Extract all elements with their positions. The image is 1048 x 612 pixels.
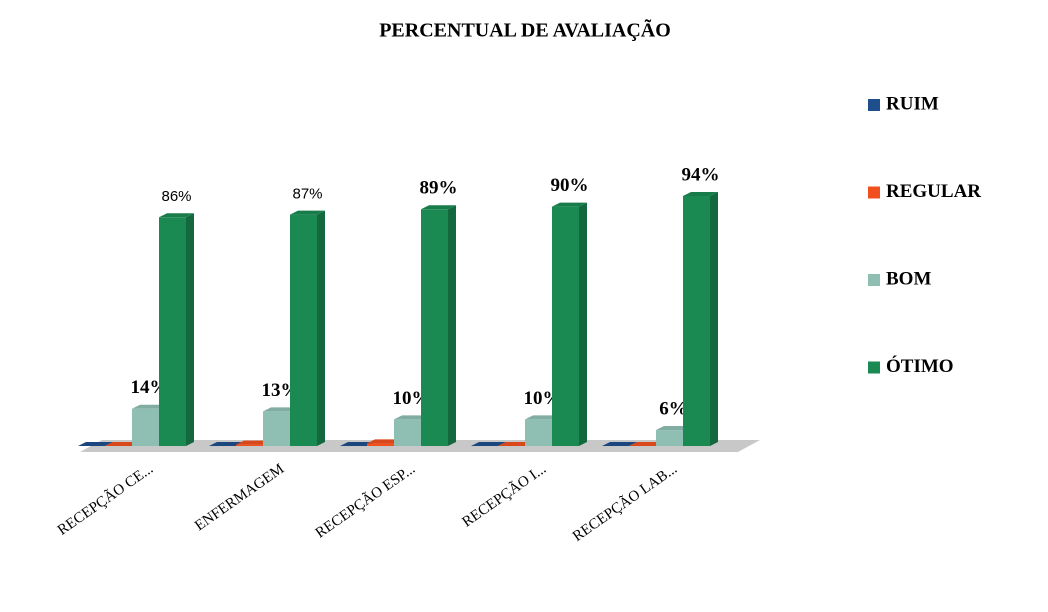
bar	[209, 442, 244, 447]
data-label: 89%	[420, 178, 458, 199]
legend-swatch	[868, 274, 880, 286]
bar-front	[656, 430, 683, 446]
chart-title: PERCENTUAL DE AVALIAÇÃO	[379, 19, 671, 42]
bar-front	[394, 419, 421, 446]
bar	[105, 442, 140, 447]
bar-top	[525, 415, 560, 420]
data-label: 94%	[682, 164, 720, 185]
legend-label: BOM	[886, 268, 931, 289]
x-tick-label: RECEPÇÃO I...	[460, 461, 550, 531]
bar-side	[710, 192, 718, 446]
bar-top	[78, 442, 113, 446]
bar-front	[290, 214, 317, 446]
bar-top	[394, 415, 429, 420]
x-tick-label: RECEPÇÃO CE...	[55, 461, 156, 539]
bar	[498, 442, 533, 447]
legend-label: RUIM	[886, 93, 939, 114]
bar-top	[263, 407, 298, 412]
bar-top	[105, 442, 140, 446]
bar	[159, 213, 194, 446]
bar	[290, 210, 325, 446]
bar	[552, 202, 587, 446]
x-tick-label: RECEPÇÃO LAB...	[570, 461, 680, 545]
bar-front	[263, 411, 290, 446]
legend-swatch	[868, 99, 880, 111]
legend-swatch	[868, 361, 880, 374]
bar-top	[656, 426, 691, 431]
data-label: 6%	[659, 398, 688, 419]
bar-top	[367, 439, 402, 444]
bar	[602, 442, 637, 447]
bar-top	[340, 442, 375, 446]
bar-front	[421, 209, 448, 446]
bar-top	[552, 202, 587, 207]
data-label: 90%	[551, 175, 589, 196]
bar-front	[552, 206, 579, 446]
bar-top	[209, 442, 244, 446]
bar	[629, 442, 664, 447]
bar-top	[629, 442, 664, 446]
bar-top	[159, 213, 194, 218]
bar	[471, 442, 506, 447]
bar-front	[683, 196, 710, 446]
bar-front	[132, 408, 159, 446]
bar-front	[236, 444, 263, 446]
bar-side	[186, 213, 194, 446]
bar-top	[602, 442, 637, 446]
bar	[683, 192, 718, 446]
bar-top	[290, 210, 325, 215]
legend-label: REGULAR	[886, 181, 981, 202]
legend-swatch	[868, 186, 880, 199]
bar	[340, 442, 375, 447]
data-label: 87%	[292, 186, 322, 203]
data-label: 86%	[161, 188, 191, 205]
bar-top	[236, 440, 271, 445]
bar-top	[683, 192, 718, 196]
bar-front	[367, 443, 394, 446]
bar-top	[421, 205, 456, 210]
bar	[78, 442, 113, 447]
bar-top	[132, 404, 167, 409]
x-tick-label: ENFERMAGEM	[192, 461, 287, 534]
bar	[421, 205, 456, 446]
x-tick-label: RECEPÇÃO ESP...	[313, 461, 418, 542]
bar-front	[525, 419, 552, 446]
bar-top	[498, 442, 533, 446]
bar-top	[471, 442, 506, 446]
bar-side	[317, 210, 325, 446]
bar-side	[579, 202, 587, 446]
legend-label: ÓTIMO	[886, 355, 954, 377]
bar-side	[448, 205, 456, 446]
bar-front	[159, 217, 186, 446]
